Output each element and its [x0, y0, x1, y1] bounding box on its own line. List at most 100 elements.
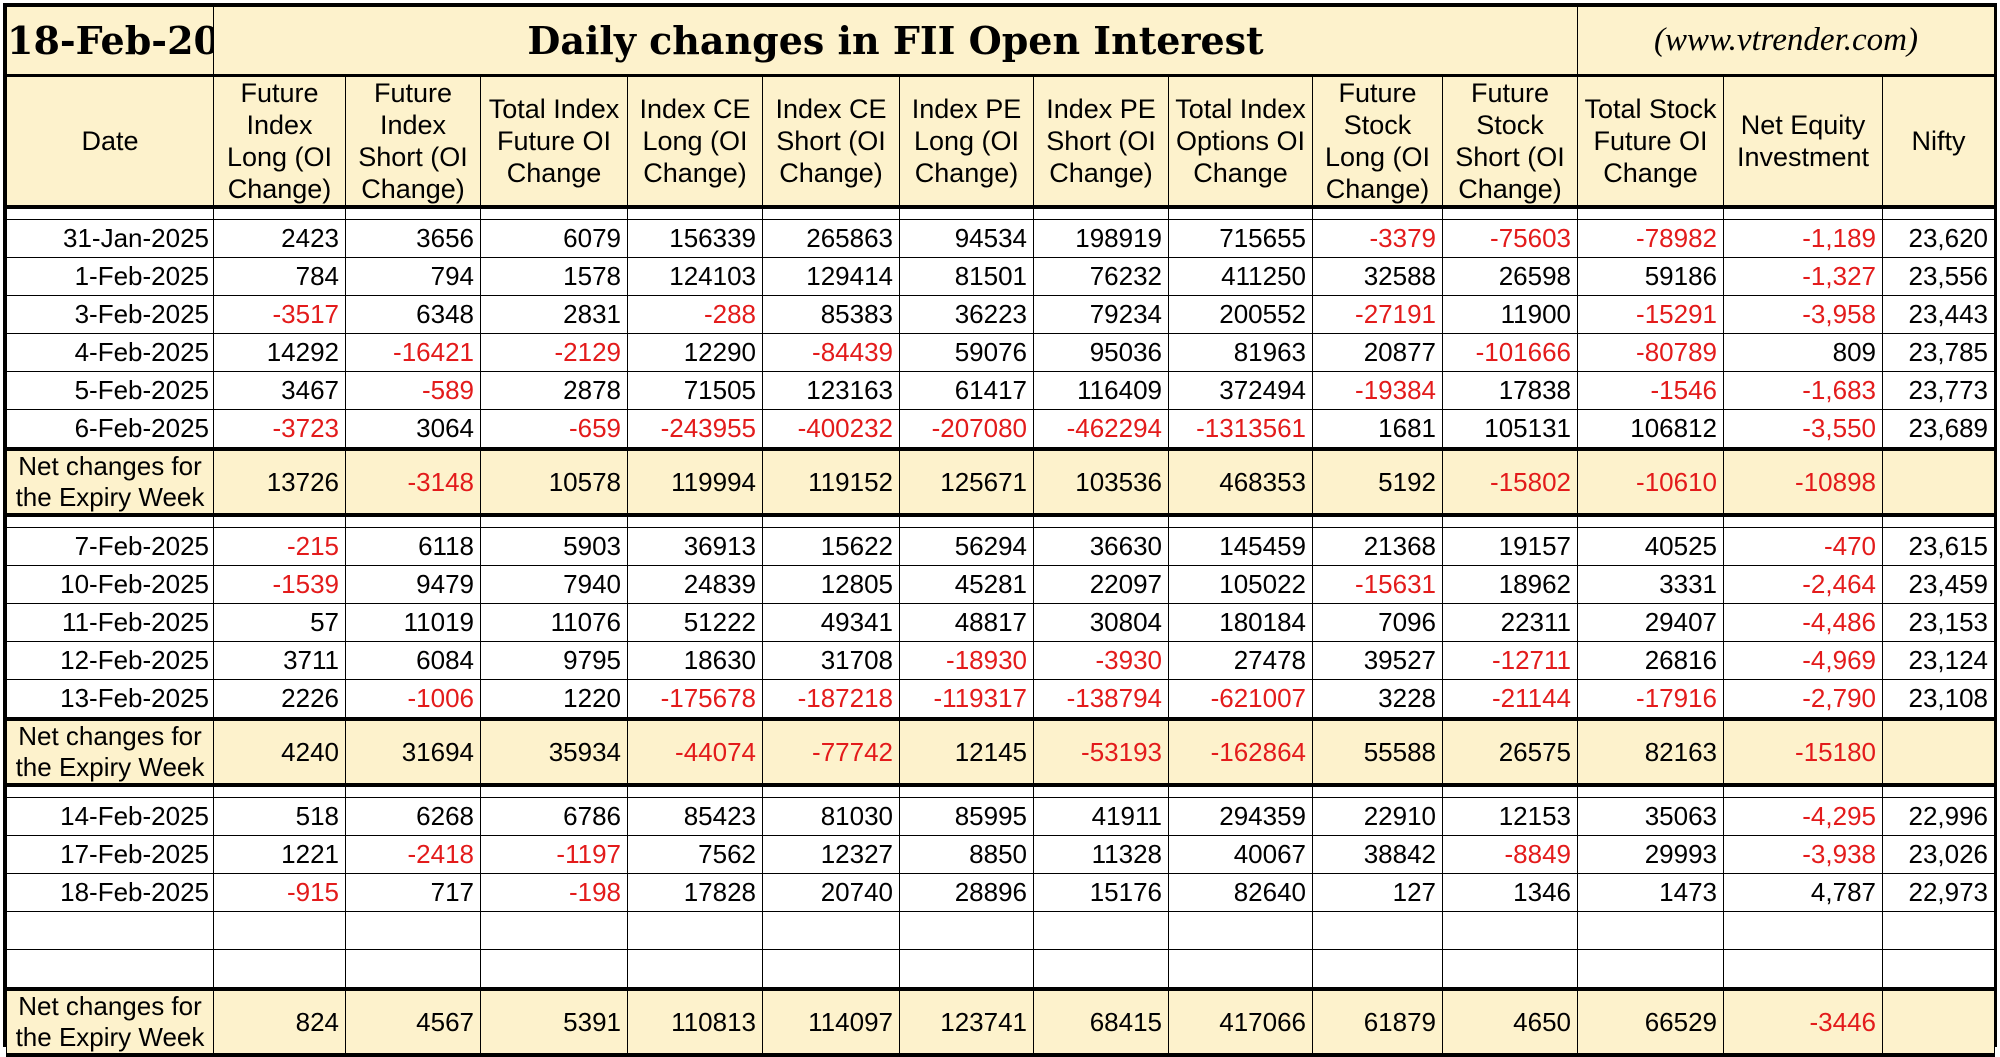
table-cell: 18630: [627, 641, 763, 680]
table-cell: 12153: [1442, 797, 1578, 836]
title-row: 18-Feb-2025 Daily changes in FII Open In…: [6, 6, 1996, 77]
net-value: 26575: [1442, 717, 1578, 787]
expiry-week-net-row: Net changes for the Expiry Week 824 4567 53…: [6, 987, 1996, 1057]
blank-cell: [1033, 911, 1169, 950]
spacer-cell: [1033, 207, 1169, 220]
table-cell: 23,785: [1881, 333, 1996, 372]
table-cell: 36630: [1033, 527, 1169, 566]
table-cell: 1346: [1442, 873, 1578, 912]
table-cell: -27191: [1312, 295, 1443, 334]
table-row: 10-Feb-2025 -1539 9479 7940 24839 12805 45281 2…: [6, 565, 1996, 604]
table-cell: 6084: [345, 641, 481, 680]
table-cell: 23,459: [1881, 565, 1996, 604]
table-cell: 76232: [1033, 257, 1169, 296]
row-date: 13-Feb-2025: [6, 679, 214, 720]
table-cell: -288: [627, 295, 763, 334]
spacer-cell: [6, 207, 214, 220]
spacer-cell: [1723, 785, 1883, 798]
net-value: 4650: [1442, 987, 1578, 1057]
column-header: Future Index Short (OI Change): [345, 75, 481, 209]
table-cell: 2226: [213, 679, 346, 720]
table-cell: 29407: [1577, 603, 1724, 642]
table-cell: 24839: [627, 565, 763, 604]
blank-cell: [1312, 911, 1443, 950]
expiry-week-net-row: Net changes for the Expiry Week 13726 -314…: [6, 447, 1996, 517]
table-cell: -80789: [1577, 333, 1724, 372]
table-cell: -215: [213, 527, 346, 566]
table-cell: -4,969: [1723, 641, 1883, 680]
blank-cell: [627, 949, 763, 990]
table-cell: 23,773: [1881, 371, 1996, 410]
table-cell: 106812: [1577, 409, 1724, 450]
table-cell: 20740: [762, 873, 900, 912]
table-cell: -1313561: [1168, 409, 1313, 450]
blank-cell: [480, 911, 628, 950]
net-value: 824: [213, 987, 346, 1057]
table-cell: 28896: [899, 873, 1034, 912]
blank-cell: [213, 949, 346, 990]
table-cell: -3723: [213, 409, 346, 450]
fii-oi-table: 18-Feb-2025 Daily changes in FII Open In…: [6, 6, 1996, 1057]
table-cell: -16421: [345, 333, 481, 372]
table-cell: 12290: [627, 333, 763, 372]
table-cell: 717: [345, 873, 481, 912]
spacer-cell: [6, 785, 214, 798]
net-value: 13726: [213, 447, 346, 517]
spacer-cell: [627, 515, 763, 528]
table-cell: 23,153: [1881, 603, 1996, 642]
spacer-cell: [899, 515, 1034, 528]
table-cell: 9795: [480, 641, 628, 680]
table-cell: -101666: [1442, 333, 1578, 372]
net-value: -3148: [345, 447, 481, 517]
column-header: Net Equity Investment: [1723, 75, 1883, 209]
net-value: -10610: [1577, 447, 1724, 517]
net-value: 4567: [345, 987, 481, 1057]
table-cell: 51222: [627, 603, 763, 642]
spacer-cell: [213, 785, 346, 798]
blank-cell: [1312, 949, 1443, 990]
net-value: -53193: [1033, 717, 1169, 787]
table-cell: 15622: [762, 527, 900, 566]
spacer-cell: [1312, 515, 1443, 528]
table-row: 14-Feb-2025 518 6268 6786 85423 81030 85995 419…: [6, 797, 1996, 836]
table-cell: 7562: [627, 835, 763, 874]
blank-cell: [762, 911, 900, 950]
spacer-cell: [1168, 207, 1313, 220]
column-header: Total Index Options OI Change: [1168, 75, 1313, 209]
spacer-cell: [762, 207, 900, 220]
table-cell: 6268: [345, 797, 481, 836]
table-cell: 11019: [345, 603, 481, 642]
table-cell: 81963: [1168, 333, 1313, 372]
spacer-cell: [1577, 785, 1724, 798]
table-cell: 41911: [1033, 797, 1169, 836]
spacer-cell: [213, 207, 346, 220]
spacer-cell: [345, 207, 481, 220]
table-cell: 81030: [762, 797, 900, 836]
row-date: 4-Feb-2025: [6, 333, 214, 372]
table-row: 31-Jan-2025 2423 3656 6079 156339 265863 94534…: [6, 219, 1996, 258]
table-cell: -3379: [1312, 219, 1443, 258]
table-row: 6-Feb-2025 -3723 3064 -659 -243955 -400232 -20…: [6, 409, 1996, 450]
table-cell: -21144: [1442, 679, 1578, 720]
net-value: -3446: [1723, 987, 1883, 1057]
spacer-cell: [627, 785, 763, 798]
table-cell: 3331: [1577, 565, 1724, 604]
row-date: 14-Feb-2025: [6, 797, 214, 836]
table-cell: 294359: [1168, 797, 1313, 836]
blank-cell: [899, 911, 1034, 950]
spacer-cell: [1723, 207, 1883, 220]
column-header: Index CE Long (OI Change): [627, 75, 763, 209]
row-date: 5-Feb-2025: [6, 371, 214, 410]
column-header: Nifty: [1881, 75, 1996, 209]
row-date: 7-Feb-2025: [6, 527, 214, 566]
net-value: [1881, 447, 1996, 517]
table-cell: 265863: [762, 219, 900, 258]
table-cell: 26598: [1442, 257, 1578, 296]
table-row: 18-Feb-2025 -915 717 -198 17828 20740 28896 151…: [6, 873, 1996, 912]
table-cell: 85995: [899, 797, 1034, 836]
table-cell: 127: [1312, 873, 1443, 912]
table-cell: 145459: [1168, 527, 1313, 566]
table-cell: 18962: [1442, 565, 1578, 604]
blank-cell: [1723, 911, 1883, 950]
net-value: 468353: [1168, 447, 1313, 517]
